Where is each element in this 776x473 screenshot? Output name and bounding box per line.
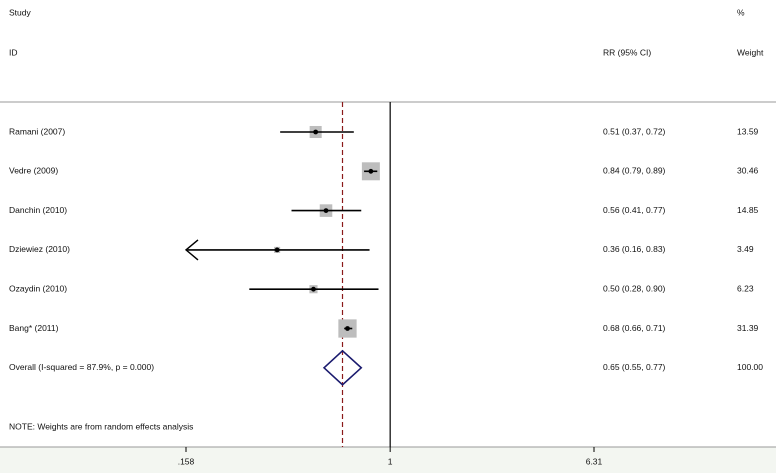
study-label: Vedre (2009) <box>9 166 58 176</box>
ci-label: 0.56 (0.41, 0.77) <box>603 205 666 215</box>
weight-label: 30.46 <box>737 166 759 176</box>
ci-label: 0.36 (0.16, 0.83) <box>603 244 666 254</box>
overall-diamond <box>322 349 363 386</box>
point-estimate <box>311 286 316 292</box>
study-label: Bang* (2011) <box>9 323 59 333</box>
weight-header-top: % <box>737 7 745 17</box>
ci-label: 0.84 (0.79, 0.89) <box>603 166 666 176</box>
weight-label: 14.85 <box>737 205 759 215</box>
point-estimate <box>313 129 319 135</box>
point-estimate <box>274 247 280 253</box>
point-estimate <box>368 168 374 174</box>
note: NOTE: Weights are from random effects an… <box>9 421 193 431</box>
study-header: Study <box>9 7 31 17</box>
weight-label: 3.49 <box>737 244 754 254</box>
point-estimate <box>323 208 329 214</box>
x-tick-label: 1 <box>388 456 393 466</box>
overall-label: Overall (I-squared = 87.9%, p = 0.000) <box>9 362 154 372</box>
ci-label: 0.68 (0.66, 0.71) <box>603 323 666 333</box>
axis-band <box>0 447 776 473</box>
id-header: ID <box>9 47 18 57</box>
study-label: Dziewiez (2010) <box>9 244 70 254</box>
ci-header: RR (95% CI) <box>603 47 651 57</box>
weight-label: 31.39 <box>737 323 759 333</box>
study-label: Danchin (2010) <box>9 205 67 215</box>
overall-weight-label: 100.00 <box>737 362 763 372</box>
weight-label: 13.59 <box>737 126 759 136</box>
x-tick-label: .158 <box>178 456 195 466</box>
weight-label: 6.23 <box>737 283 754 293</box>
weight-header: Weight <box>737 47 764 57</box>
point-estimate <box>345 326 350 331</box>
x-tick-label: 6.31 <box>586 456 603 466</box>
study-label: Ozaydin (2010) <box>9 283 67 293</box>
overall-ci-label: 0.65 (0.55, 0.77) <box>603 362 666 372</box>
ci-label: 0.50 (0.28, 0.90) <box>603 283 666 293</box>
ci-label: 0.51 (0.37, 0.72) <box>603 126 666 136</box>
ci-arrow <box>184 239 199 261</box>
study-label: Ramani (2007) <box>9 126 65 136</box>
